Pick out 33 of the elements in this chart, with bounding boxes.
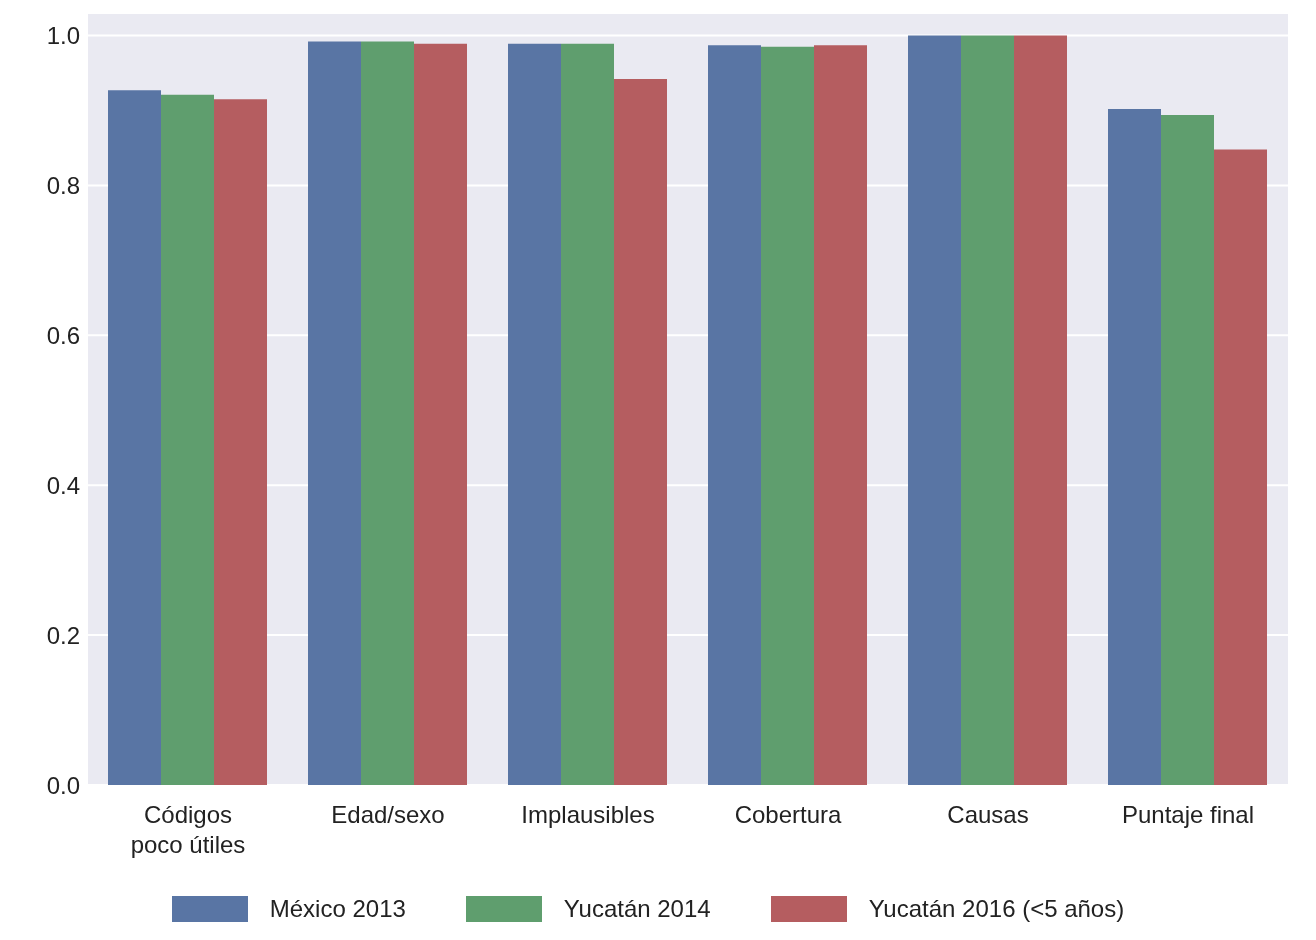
bar xyxy=(161,94,214,785)
y-tick-label: 1.0 xyxy=(46,22,80,50)
bar xyxy=(961,35,1014,785)
bar xyxy=(761,46,814,785)
bar xyxy=(508,43,561,785)
x-tick-label: Cobertura xyxy=(734,800,843,828)
bar xyxy=(308,41,361,785)
y-tick-label: 0.8 xyxy=(46,171,80,199)
y-tick-label: 0.0 xyxy=(46,771,80,799)
x-tick-label: Implausibles xyxy=(521,800,655,828)
bar xyxy=(414,43,467,785)
x-tick-label: Puntaje final xyxy=(1121,800,1255,828)
x-tick-label: Códigos poco útiles xyxy=(130,800,246,858)
bar xyxy=(614,78,667,785)
x-tick-label: Causas xyxy=(947,800,1029,828)
bar xyxy=(1214,149,1267,785)
legend-label: Yucatán 2016 (<5 años) xyxy=(868,895,1125,923)
bar xyxy=(561,43,614,785)
y-tick-label: 0.4 xyxy=(46,471,80,499)
bar xyxy=(361,41,414,785)
legend-label: Yucatán 2014 xyxy=(563,895,711,923)
y-tick-label: 0.2 xyxy=(46,621,80,649)
y-tick-label: 0.6 xyxy=(46,321,80,349)
bar xyxy=(908,35,961,785)
legend-label: México 2013 xyxy=(269,895,406,923)
x-tick-label: Edad/sexo xyxy=(331,800,445,828)
bar xyxy=(1014,35,1067,785)
bar xyxy=(814,45,867,785)
bar xyxy=(1161,114,1214,785)
bar xyxy=(108,90,161,785)
bar xyxy=(708,45,761,785)
bar xyxy=(1108,108,1161,785)
bar xyxy=(214,99,267,785)
